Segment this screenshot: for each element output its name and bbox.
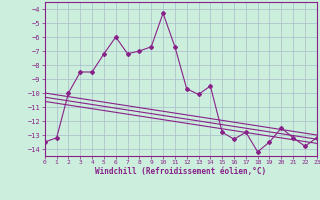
X-axis label: Windchill (Refroidissement éolien,°C): Windchill (Refroidissement éolien,°C) — [95, 167, 266, 176]
